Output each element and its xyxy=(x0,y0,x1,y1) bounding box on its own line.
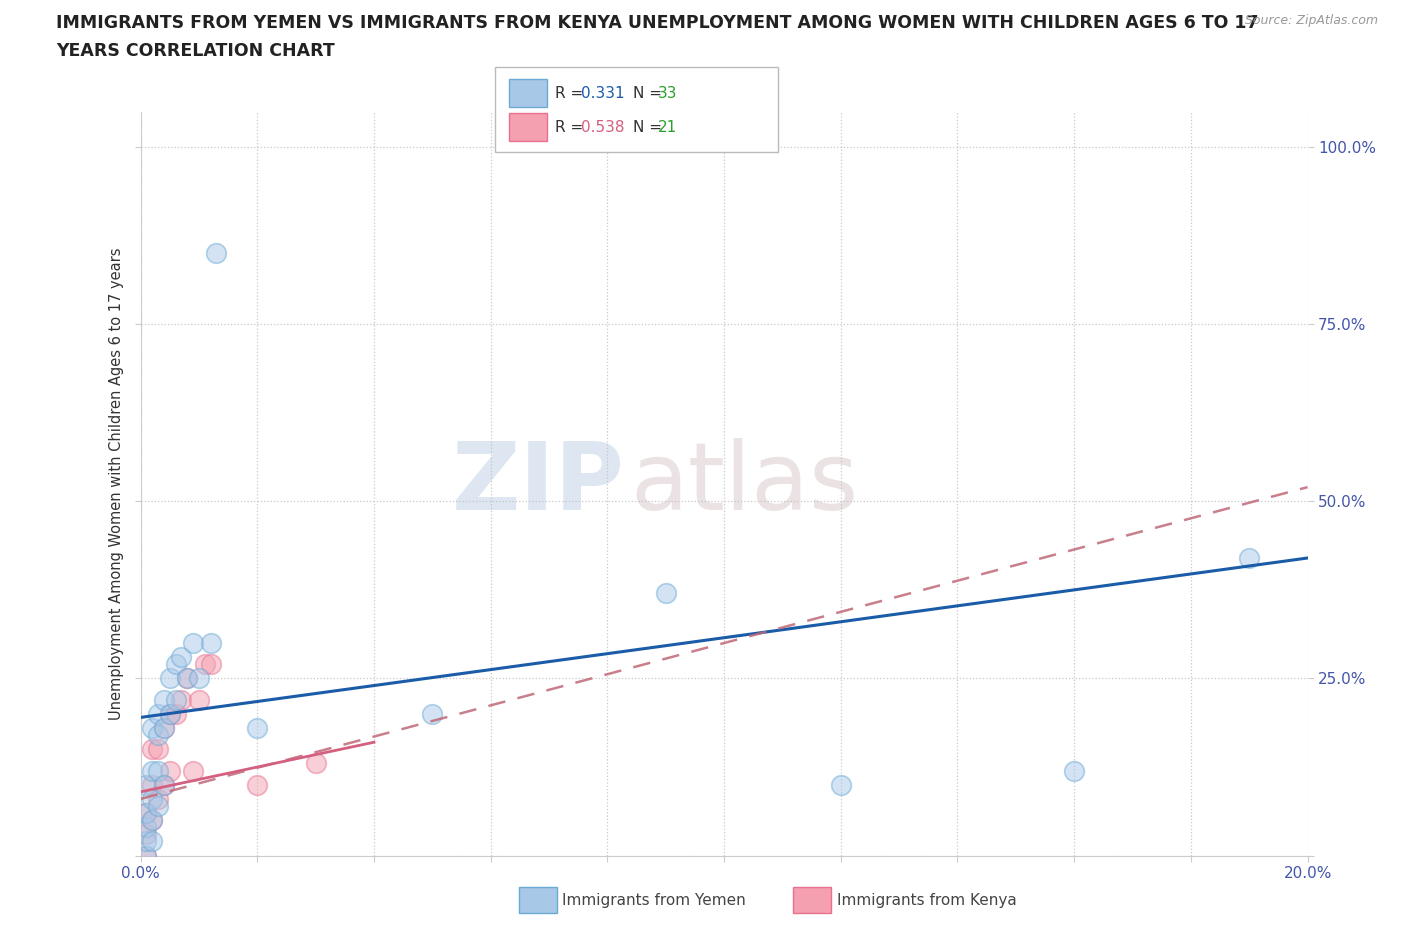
Point xyxy=(159,707,181,722)
Point xyxy=(141,777,163,792)
Point xyxy=(830,777,852,792)
Text: 0.331: 0.331 xyxy=(581,86,624,100)
Text: 33: 33 xyxy=(658,86,678,100)
Point xyxy=(141,834,163,849)
Y-axis label: Unemployment Among Women with Children Ages 6 to 17 years: Unemployment Among Women with Children A… xyxy=(108,247,124,720)
Point xyxy=(159,764,181,778)
Point xyxy=(159,671,181,686)
Point xyxy=(153,777,176,792)
Text: IMMIGRANTS FROM YEMEN VS IMMIGRANTS FROM KENYA UNEMPLOYMENT AMONG WOMEN WITH CHI: IMMIGRANTS FROM YEMEN VS IMMIGRANTS FROM… xyxy=(56,14,1258,32)
Point xyxy=(170,692,193,707)
Text: 0.538: 0.538 xyxy=(581,120,624,135)
Point xyxy=(1063,764,1085,778)
Text: Immigrants from Kenya: Immigrants from Kenya xyxy=(837,893,1017,908)
Point xyxy=(165,692,187,707)
Point xyxy=(135,834,157,849)
Point xyxy=(141,721,163,736)
Point xyxy=(200,657,222,671)
Point xyxy=(146,742,169,757)
Text: 21: 21 xyxy=(658,120,678,135)
Text: ZIP: ZIP xyxy=(451,438,624,529)
Text: YEARS CORRELATION CHART: YEARS CORRELATION CHART xyxy=(56,42,335,60)
Point xyxy=(146,791,169,806)
Point xyxy=(135,848,157,863)
Point xyxy=(1239,551,1261,565)
Text: R =: R = xyxy=(555,86,589,100)
Text: Source: ZipAtlas.com: Source: ZipAtlas.com xyxy=(1244,14,1378,27)
Point xyxy=(146,799,169,814)
Point xyxy=(146,764,169,778)
Point xyxy=(141,764,163,778)
Point xyxy=(181,635,204,650)
Point xyxy=(205,246,228,260)
Point xyxy=(153,721,176,736)
Point xyxy=(141,813,163,828)
Point xyxy=(422,707,444,722)
Point xyxy=(135,820,157,835)
Point xyxy=(135,777,157,792)
Point xyxy=(165,707,187,722)
Point xyxy=(181,764,204,778)
Point xyxy=(305,756,328,771)
Point xyxy=(176,671,198,686)
Point xyxy=(153,721,176,736)
Point xyxy=(135,848,157,863)
Point xyxy=(159,707,181,722)
Point xyxy=(153,692,176,707)
Point xyxy=(146,727,169,742)
Point xyxy=(141,813,163,828)
Point xyxy=(135,805,157,820)
Text: Immigrants from Yemen: Immigrants from Yemen xyxy=(562,893,747,908)
Text: N =: N = xyxy=(633,120,666,135)
Point xyxy=(176,671,198,686)
Point xyxy=(200,635,222,650)
Point xyxy=(246,721,269,736)
Point xyxy=(135,805,157,820)
Point xyxy=(165,657,187,671)
Point xyxy=(146,707,169,722)
Point xyxy=(170,650,193,665)
Text: N =: N = xyxy=(633,86,666,100)
Point xyxy=(141,791,163,806)
Point xyxy=(135,827,157,842)
Point xyxy=(655,586,678,601)
Point xyxy=(194,657,217,671)
Point xyxy=(188,671,211,686)
Point xyxy=(141,742,163,757)
Text: atlas: atlas xyxy=(631,438,859,529)
Point xyxy=(188,692,211,707)
Point xyxy=(246,777,269,792)
Point xyxy=(153,777,176,792)
Text: R =: R = xyxy=(555,120,589,135)
